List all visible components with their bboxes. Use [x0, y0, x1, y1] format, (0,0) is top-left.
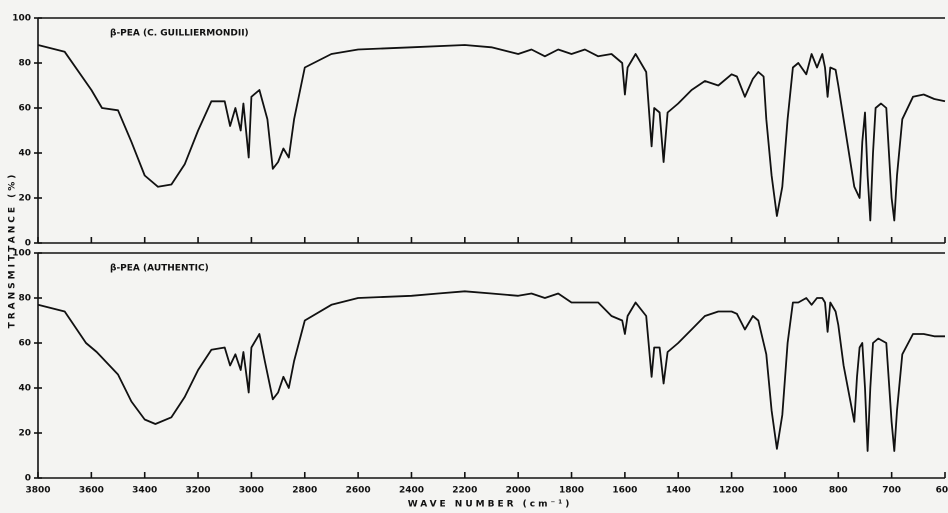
y-tick-label: 20	[18, 194, 31, 204]
y-tick-label: 100	[12, 249, 31, 259]
x-tick-label: 3800	[25, 486, 50, 496]
y-tick-label: 60	[18, 339, 31, 349]
x-tick-label: 1400	[666, 486, 691, 496]
y-tick-label: 0	[25, 239, 31, 249]
x-axis-label: WAVE NUMBER (cm⁻¹)	[408, 500, 573, 510]
y-tick-label: 40	[18, 384, 31, 394]
y-tick-label: 80	[18, 59, 31, 69]
spectrum-line	[37, 44, 946, 222]
x-tick-label: 1600	[612, 486, 637, 496]
spectrum-line	[37, 290, 945, 452]
x-tick-label: 2800	[292, 486, 317, 496]
x-tick-label: 3000	[239, 486, 264, 496]
x-tick-label: 3200	[186, 486, 211, 496]
panel-title: β-PEA (C. GUILLIERMONDII)	[110, 29, 249, 39]
x-tick-label: 2200	[452, 486, 477, 496]
y-tick-label: 60	[18, 104, 31, 114]
x-tick-label: 3600	[79, 486, 104, 496]
x-tick-label: 1000	[772, 486, 797, 496]
x-tick-label: 1200	[719, 486, 744, 496]
x-tick-label: 1800	[559, 486, 584, 496]
x-tick-label: 2400	[399, 486, 424, 496]
y-tick-label: 100	[12, 14, 31, 24]
y-tick-label: 40	[18, 149, 31, 159]
y-axis-label: TRANSMITTANCE (%)	[8, 172, 18, 329]
x-tick-label: 600	[936, 486, 948, 496]
x-tick-label: 2600	[346, 486, 371, 496]
x-tick-label: 800	[829, 486, 848, 496]
x-tick-label: 3400	[132, 486, 157, 496]
y-tick-label: 80	[18, 294, 31, 304]
y-tick-label: 20	[18, 429, 31, 439]
y-tick-label: 0	[25, 474, 31, 484]
x-tick-label: 2000	[506, 486, 531, 496]
panel-title: β-PEA (AUTHENTIC)	[110, 264, 209, 274]
x-tick-label: 700	[882, 486, 901, 496]
